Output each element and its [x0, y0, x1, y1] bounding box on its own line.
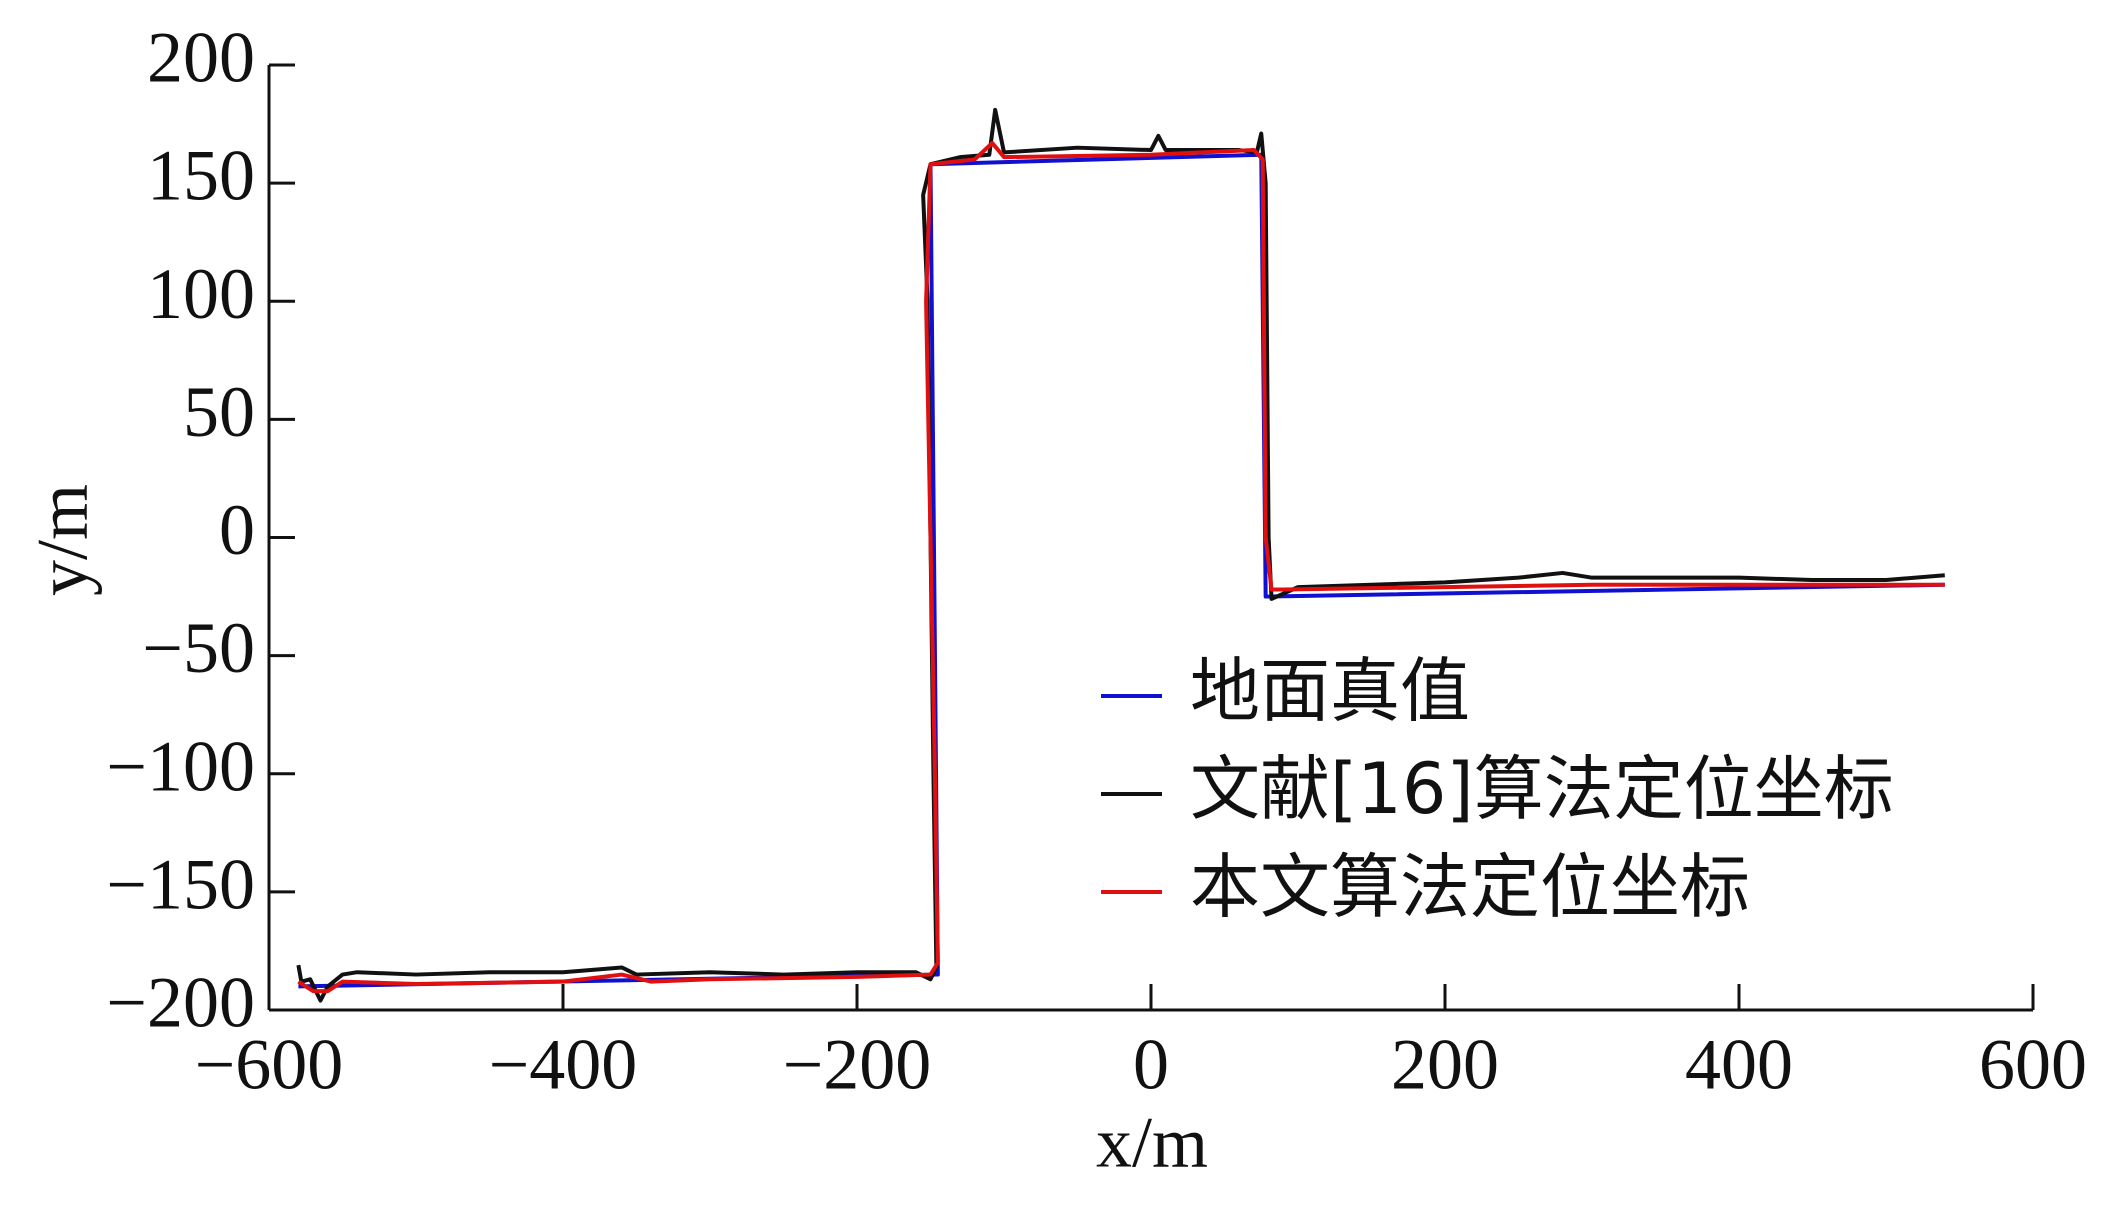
x-axis-label: x/m	[1096, 1103, 1208, 1183]
legend-label: 地面真值	[1190, 650, 1470, 732]
legend-label: 本文算法定位坐标	[1190, 846, 1750, 928]
y-tick-label: −150	[106, 844, 255, 924]
y-tick-label: 100	[147, 254, 255, 334]
x-tick-label: −600	[195, 1025, 344, 1105]
y-tick-label: 0	[219, 490, 255, 570]
y-tick-label: −200	[106, 963, 255, 1043]
legend-label: 文献[16]算法定位坐标	[1190, 748, 1894, 830]
y-tick-label: 150	[147, 136, 255, 216]
y-tick-label: 50	[183, 372, 255, 452]
y-tick-label: 200	[147, 18, 255, 98]
x-tick-label: 0	[1133, 1025, 1169, 1105]
x-tick-label: −200	[783, 1025, 932, 1105]
x-tick-label: 400	[1685, 1025, 1793, 1105]
series-line	[297, 140, 1945, 994]
series-line	[296, 107, 1945, 1003]
x-tick-label: 600	[1979, 1025, 2087, 1105]
x-tick-label: 200	[1391, 1025, 1499, 1105]
y-axis-label: y/m	[23, 484, 103, 596]
y-tick-label: −50	[142, 608, 255, 688]
y-tick-label: −100	[106, 726, 255, 806]
x-tick-label: −400	[489, 1025, 638, 1105]
